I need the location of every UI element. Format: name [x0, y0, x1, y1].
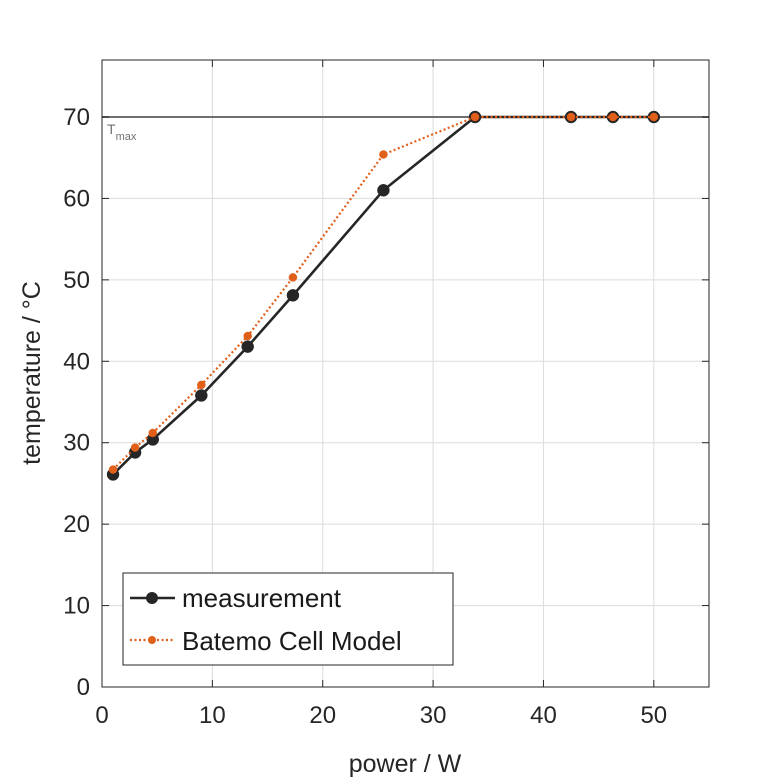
tmax-label-subscript: max [116, 131, 137, 143]
x-tick-label: 30 [420, 702, 447, 729]
y-tick-label: 50 [63, 267, 90, 294]
data-point-batemo-cell-model [108, 465, 118, 474]
data-point-batemo-cell-model [608, 112, 618, 122]
x-axis-label: power / W [349, 750, 462, 778]
tmax-label: Tmax [107, 121, 137, 143]
legend-marker-measurement [146, 592, 158, 604]
x-tick-label: 0 [95, 702, 108, 729]
x-tick-label: 50 [640, 702, 667, 729]
y-axis-label: temperature / °C [18, 281, 46, 465]
data-point-batemo-cell-model [470, 112, 480, 122]
data-point-batemo-cell-model [130, 443, 140, 452]
y-tick-label: 10 [63, 593, 90, 620]
data-point-measurement [241, 340, 254, 353]
y-tick-label: 20 [63, 511, 90, 538]
y-tick-label: 0 [77, 674, 90, 701]
data-point-batemo-cell-model [379, 150, 388, 159]
data-point-batemo-cell-model [197, 380, 206, 390]
legend-box [122, 572, 454, 666]
plot-frame [101, 59, 710, 688]
series-layer [106, 110, 661, 481]
x-tick-label: 10 [199, 702, 226, 729]
y-tick-label: 70 [63, 104, 90, 131]
legend-label-measurement: measurement [182, 583, 342, 613]
ticks: 0 10 20 30 40 50 0 10 20 30 40 50 60 70 [63, 60, 709, 729]
x-tick-label: 20 [309, 702, 336, 729]
data-point-batemo-cell-model [148, 428, 158, 438]
y-tick-label: 30 [63, 430, 90, 457]
data-point-batemo-cell-model [288, 273, 298, 282]
legend: measurement Batemo Cell Model [122, 572, 454, 666]
data-point-batemo-cell-model [649, 112, 659, 122]
legend-label-batemo-cell-model: Batemo Cell Model [182, 626, 402, 656]
y-tick-label: 40 [63, 348, 90, 375]
legend-marker-batemo-cell-model [148, 636, 156, 644]
tmax-label-main: T [107, 121, 116, 137]
data-point-batemo-cell-model [566, 112, 576, 122]
series-line-batemo-cell-model [112, 115, 654, 471]
data-point-batemo-cell-model [243, 331, 252, 341]
data-point-measurement [286, 289, 300, 302]
data-point-measurement [195, 389, 208, 402]
data-point-measurement [377, 184, 390, 197]
x-tick-label: 40 [530, 702, 557, 729]
y-tick-label: 60 [63, 185, 90, 212]
